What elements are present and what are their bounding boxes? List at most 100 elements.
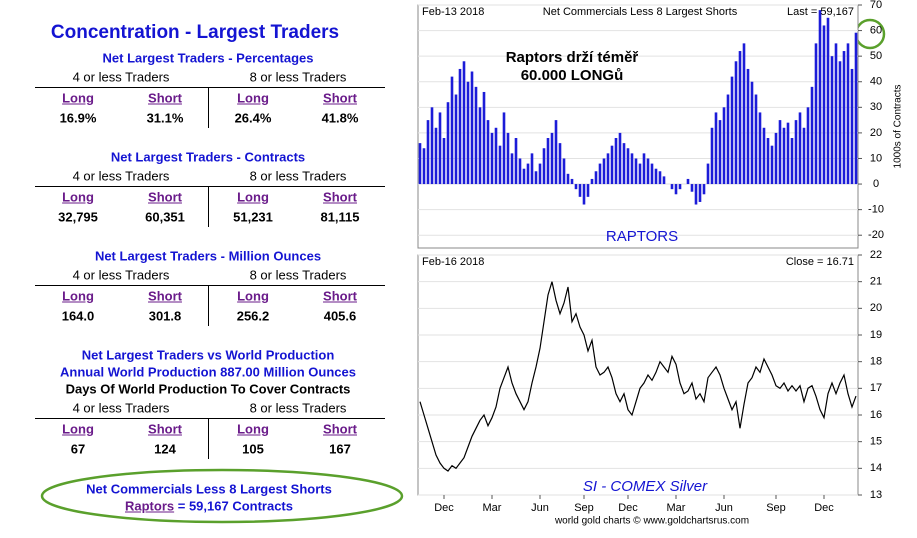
bar xyxy=(722,107,726,185)
y-tick-label: -20 xyxy=(868,229,884,241)
group-label: 8 or less Traders xyxy=(249,267,347,283)
bar xyxy=(450,76,454,185)
bar xyxy=(702,184,706,195)
bar xyxy=(794,120,798,185)
cell-value: 164.0 xyxy=(61,308,95,324)
y-tick-label: 22 xyxy=(870,249,882,261)
column-header: Long xyxy=(237,90,269,106)
bar xyxy=(734,61,738,185)
bar xyxy=(622,143,626,185)
bar xyxy=(430,107,434,185)
bar xyxy=(522,168,526,185)
rule xyxy=(35,87,385,88)
x-tick-label: Dec xyxy=(618,502,638,514)
bar xyxy=(422,148,426,185)
bar xyxy=(822,25,826,185)
bar xyxy=(598,163,602,185)
bar xyxy=(574,184,578,190)
column-header: Long xyxy=(237,288,269,304)
bar xyxy=(426,120,430,185)
y-axis-label: 1000s of Contracts xyxy=(893,85,904,169)
plot-frame xyxy=(417,4,859,249)
column-header: Short xyxy=(323,189,357,205)
section-title: Net Largest Traders vs World Production xyxy=(81,347,335,363)
chart-date: Feb-13 2018 xyxy=(422,6,484,18)
series-label: SI - COMEX Silver xyxy=(583,478,708,495)
group-label: 8 or less Traders xyxy=(249,400,347,416)
bar xyxy=(806,107,810,185)
credit: world gold charts © www.goldchartsrus.co… xyxy=(554,516,749,527)
y-tick-label: 15 xyxy=(870,436,882,448)
bar xyxy=(762,127,766,185)
series-label: RAPTORS xyxy=(606,228,678,245)
y-tick-label: 70 xyxy=(870,0,882,11)
bar xyxy=(830,56,834,185)
rule xyxy=(35,186,385,187)
section-title: Net Largest Traders - Million Ounces xyxy=(94,248,322,264)
bar xyxy=(738,51,742,185)
cell-value: 256.2 xyxy=(236,308,270,324)
bar xyxy=(750,81,754,185)
bar xyxy=(770,145,774,185)
highlight-ellipse xyxy=(40,468,404,524)
bar xyxy=(746,68,750,185)
x-tick-label: Jun xyxy=(715,502,733,514)
footer-value: = 59,167 Contracts xyxy=(174,498,293,514)
column-header: Short xyxy=(148,288,182,304)
bar xyxy=(526,163,530,185)
bar xyxy=(698,184,702,202)
bar xyxy=(470,71,474,185)
bar xyxy=(490,132,494,185)
annotation: 60.000 LONGů xyxy=(521,67,624,84)
bar xyxy=(586,184,590,197)
footer-line: Raptors = 59,167 Contracts xyxy=(125,499,293,514)
bar xyxy=(730,76,734,185)
bar xyxy=(706,163,710,185)
bar xyxy=(466,81,470,185)
y-tick-label: -10 xyxy=(868,204,884,216)
bar xyxy=(606,153,610,185)
y-tick-label: 13 xyxy=(870,489,882,501)
rule xyxy=(208,87,209,128)
group-label: 8 or less Traders xyxy=(249,168,347,184)
column-header: Long xyxy=(237,421,269,437)
close-value: Close = 16.71 xyxy=(786,256,854,268)
cell-value: 167 xyxy=(329,441,351,457)
bar xyxy=(834,43,838,185)
annotation: Raptors drží téměř xyxy=(506,49,639,66)
bar xyxy=(646,158,650,185)
bar xyxy=(758,112,762,185)
bar xyxy=(494,127,498,185)
raptors-link[interactable]: Raptors xyxy=(125,498,175,514)
bar xyxy=(670,184,674,190)
bar xyxy=(710,127,714,185)
bar xyxy=(570,178,574,185)
x-tick-label: Mar xyxy=(483,502,502,514)
bar xyxy=(462,61,466,185)
column-header: Short xyxy=(148,421,182,437)
bar xyxy=(810,86,814,185)
bar xyxy=(458,68,462,185)
x-tick-label: Sep xyxy=(766,502,786,514)
bar xyxy=(726,94,730,185)
cell-value: 105 xyxy=(242,441,264,457)
bar xyxy=(578,184,582,197)
bar xyxy=(826,17,830,185)
cell-value: 81,115 xyxy=(320,209,360,225)
bar xyxy=(530,153,534,185)
bar xyxy=(514,138,518,185)
bar xyxy=(538,163,542,185)
x-tick-label: Sep xyxy=(574,502,594,514)
y-tick-label: 50 xyxy=(870,50,882,62)
bar xyxy=(546,138,550,185)
cell-value: 51,231 xyxy=(233,209,273,225)
bar xyxy=(498,145,502,185)
bar xyxy=(718,120,722,185)
group-label: 4 or less Traders xyxy=(72,69,170,85)
chart-date: Feb-16 2018 xyxy=(422,256,484,268)
rule xyxy=(35,418,385,419)
cell-value: 405.6 xyxy=(323,308,357,324)
bar xyxy=(674,184,678,195)
price-line xyxy=(419,281,857,472)
